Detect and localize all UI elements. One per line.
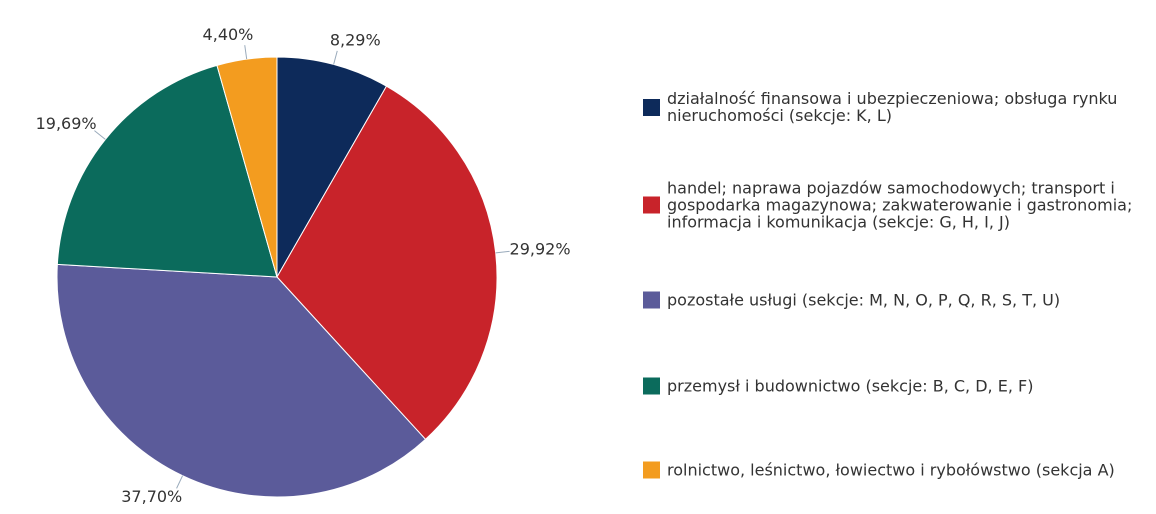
data-label: 19,69% — [36, 114, 97, 133]
pie-slice — [216, 56, 278, 278]
legend-label: rolnictwo, leśnictwo, łowiectwo i rybołó… — [667, 460, 1115, 480]
data-label: 8,29% — [330, 31, 381, 50]
leader-line — [333, 50, 338, 65]
legend-item: działalność finansowa i ubezpieczeniowa;… — [643, 90, 1143, 124]
legend-item: handel; naprawa pojazdów samochodowych; … — [643, 180, 1143, 231]
pie-slice — [56, 64, 278, 278]
leader-line — [495, 250, 510, 254]
legend-swatch — [643, 98, 660, 116]
legend-item: pozostałe usługi (sekcje: M, N, O, P, Q,… — [643, 290, 1143, 310]
legend-swatch — [643, 461, 660, 479]
legend-label: handel; naprawa pojazdów samochodowych; … — [667, 178, 1133, 232]
pie-slice — [276, 85, 498, 441]
legend-item: przemysł i budownictwo (sekcje: B, C, D,… — [643, 376, 1143, 396]
leader-line — [94, 130, 106, 140]
legend-swatch — [643, 196, 660, 214]
legend-label: pozostałe usługi (sekcje: M, N, O, P, Q,… — [667, 290, 1061, 310]
leader-line — [244, 45, 248, 60]
legend-item: rolnictwo, leśnictwo, łowiectwo i rybołó… — [643, 460, 1143, 480]
pie-slice — [56, 263, 427, 498]
legend-swatch — [643, 377, 660, 395]
leader-line — [176, 475, 184, 489]
legend-label: przemysł i budownictwo (sekcje: B, C, D,… — [667, 376, 1034, 396]
legend-label: działalność finansowa i ubezpieczeniowa;… — [667, 89, 1118, 125]
data-label: 37,70% — [121, 487, 182, 506]
data-label: 4,40% — [203, 25, 254, 44]
legend-swatch — [643, 291, 660, 309]
data-label: 29,92% — [510, 240, 571, 259]
